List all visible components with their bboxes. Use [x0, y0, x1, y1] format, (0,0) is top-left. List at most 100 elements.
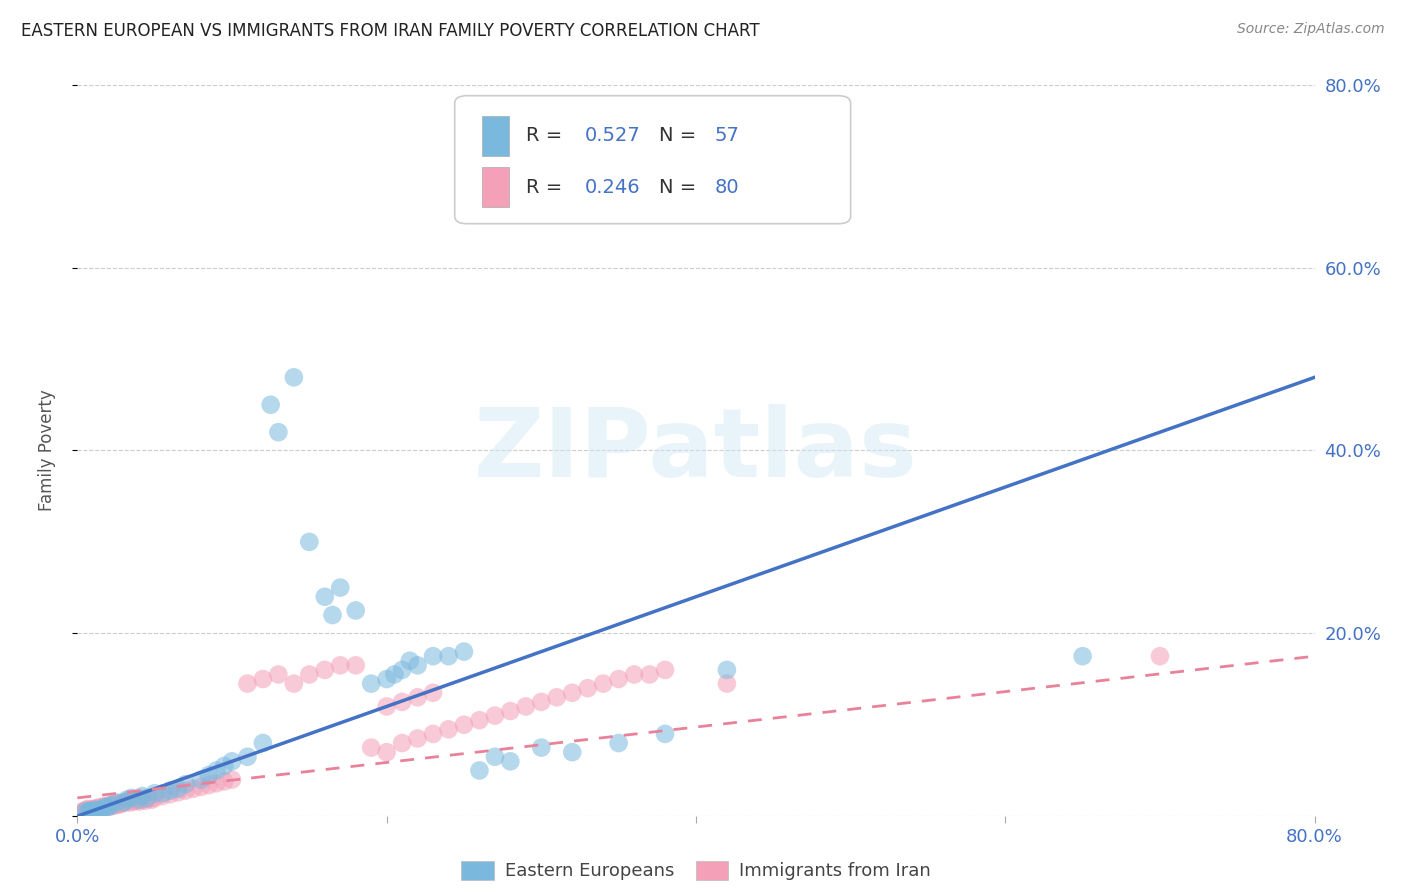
Text: 80: 80 [714, 178, 740, 196]
Point [80, 803, 103, 817]
Point [205, 764, 228, 778]
Point [105, 796, 127, 810]
Point [214, 759, 236, 773]
Point [167, 785, 190, 799]
Point [322, 608, 344, 623]
Point [484, 749, 506, 764]
Text: 57: 57 [714, 127, 740, 145]
Point [561, 686, 583, 700]
Point [499, 755, 522, 769]
Point [592, 676, 614, 690]
Point [236, 749, 259, 764]
Point [716, 663, 738, 677]
Point [360, 740, 382, 755]
Point [79, 804, 101, 818]
Point [221, 772, 243, 787]
Point [654, 727, 676, 741]
Point [107, 797, 129, 812]
Point [101, 798, 124, 813]
Point [623, 667, 645, 681]
Point [128, 793, 150, 807]
Point [654, 663, 676, 677]
Point [91, 801, 114, 815]
Point [260, 398, 283, 412]
Point [267, 425, 290, 439]
Text: EASTERN EUROPEAN VS IMMIGRANTS FROM IRAN FAMILY POVERTY CORRELATION CHART: EASTERN EUROPEAN VS IMMIGRANTS FROM IRAN… [21, 22, 759, 40]
Point [314, 663, 336, 677]
Point [82, 802, 104, 816]
Point [70, 805, 93, 819]
Point [344, 658, 367, 673]
Point [190, 772, 212, 787]
Point [91, 802, 114, 816]
Text: R =: R = [526, 127, 569, 145]
Point [115, 793, 138, 807]
Text: Source: ZipAtlas.com: Source: ZipAtlas.com [1237, 22, 1385, 37]
Point [468, 713, 491, 727]
Point [98, 798, 121, 813]
Point [205, 776, 228, 790]
Point [97, 799, 120, 814]
Point [283, 370, 305, 384]
Point [530, 740, 553, 755]
Point [530, 695, 553, 709]
Point [112, 796, 135, 810]
Point [1071, 649, 1094, 664]
Point [84, 803, 107, 817]
Y-axis label: Family Poverty: Family Poverty [38, 390, 56, 511]
Point [138, 792, 160, 806]
Point [152, 786, 174, 800]
Legend: Eastern Europeans, Immigrants from Iran: Eastern Europeans, Immigrants from Iran [454, 854, 938, 888]
Point [391, 736, 413, 750]
Point [122, 795, 145, 809]
Point [94, 800, 117, 814]
Point [607, 672, 630, 686]
Point [76, 803, 98, 817]
Point [125, 794, 148, 808]
Point [77, 805, 100, 819]
Point [437, 723, 460, 737]
Point [406, 658, 429, 673]
Point [221, 755, 243, 769]
Point [406, 690, 429, 705]
Point [422, 686, 444, 700]
Point [360, 676, 382, 690]
Point [80, 805, 103, 819]
Point [576, 681, 599, 696]
Point [118, 796, 141, 810]
Point [252, 672, 274, 686]
Point [110, 797, 132, 812]
Point [128, 795, 150, 809]
Point [103, 797, 125, 812]
Point [75, 805, 96, 819]
Point [115, 795, 138, 809]
Point [94, 799, 117, 814]
Point [252, 736, 274, 750]
Point [329, 581, 352, 595]
Point [86, 804, 108, 818]
Point [607, 736, 630, 750]
Point [167, 781, 190, 796]
Bar [482, 116, 509, 156]
Text: R =: R = [526, 178, 569, 196]
Point [190, 780, 212, 794]
Point [422, 727, 444, 741]
Point [82, 804, 104, 818]
Point [100, 799, 122, 814]
Point [561, 745, 583, 759]
Point [453, 717, 475, 731]
Point [391, 663, 413, 677]
Point [236, 676, 259, 690]
Point [638, 667, 661, 681]
Point [86, 801, 108, 815]
Point [437, 649, 460, 664]
Point [546, 690, 568, 705]
Point [112, 796, 135, 810]
Point [298, 534, 321, 549]
Point [159, 783, 181, 797]
Point [329, 658, 352, 673]
Point [399, 654, 422, 668]
Point [143, 791, 166, 805]
Point [298, 667, 321, 681]
Point [90, 800, 111, 814]
